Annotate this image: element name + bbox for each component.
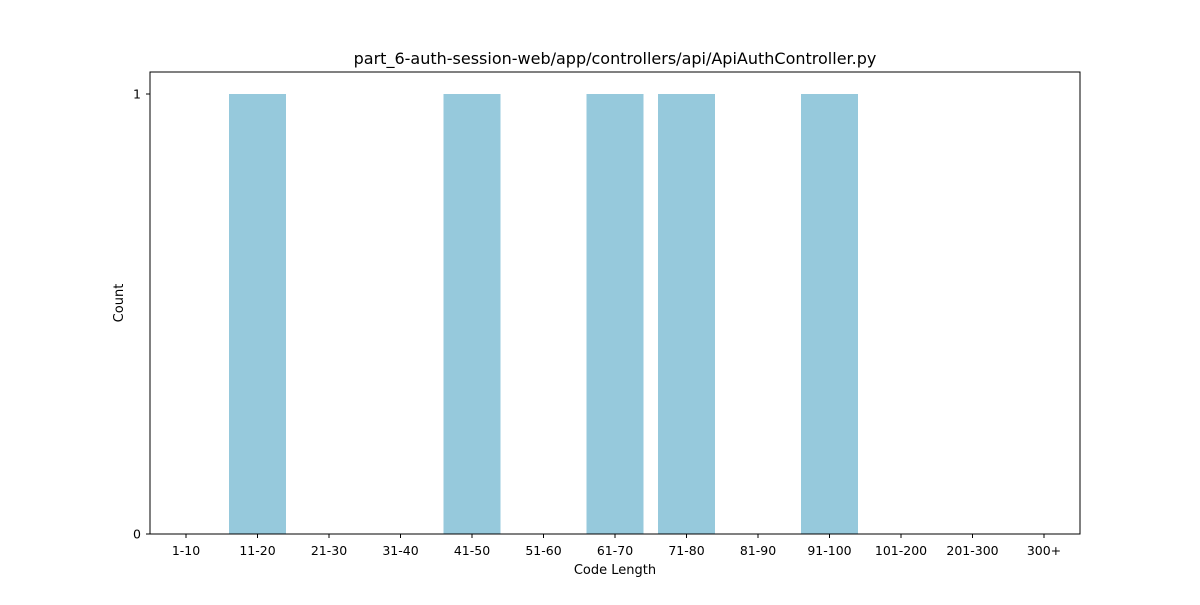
bar-41-50 — [443, 94, 501, 534]
bar-91-100 — [801, 94, 858, 534]
x-tick-label: 61-70 — [597, 543, 633, 558]
x-tick-label: 81-90 — [740, 543, 776, 558]
x-tick-label: 21-30 — [311, 543, 347, 558]
bar-71-80 — [658, 94, 715, 534]
chart-title: part_6-auth-session-web/app/controllers/… — [354, 49, 877, 69]
bar-11-20 — [229, 94, 286, 534]
x-tick-label: 41-50 — [454, 543, 490, 558]
x-tick-label: 11-20 — [239, 543, 275, 558]
x-tick-label: 71-80 — [668, 543, 704, 558]
x-tick-label: 201-300 — [946, 543, 998, 558]
bars-group — [229, 94, 858, 534]
x-tick-label: 51-60 — [525, 543, 561, 558]
bar-61-70 — [586, 94, 644, 534]
x-axis-label: Code Length — [574, 563, 656, 578]
x-axis: 1-10 11-20 21-30 31-40 41-50 51-60 61-70 71-80 8… — [172, 534, 1061, 558]
y-tick-label: 1 — [133, 87, 141, 102]
x-tick-label: 31-40 — [382, 543, 418, 558]
x-tick-label: 91-100 — [807, 543, 851, 558]
y-axis-label: Count — [112, 284, 127, 323]
x-tick-label: 300+ — [1027, 543, 1061, 558]
x-tick-label: 101-200 — [875, 543, 927, 558]
y-tick-label: 0 — [133, 527, 141, 542]
y-axis: 01 — [133, 87, 150, 542]
x-tick-label: 1-10 — [172, 543, 200, 558]
